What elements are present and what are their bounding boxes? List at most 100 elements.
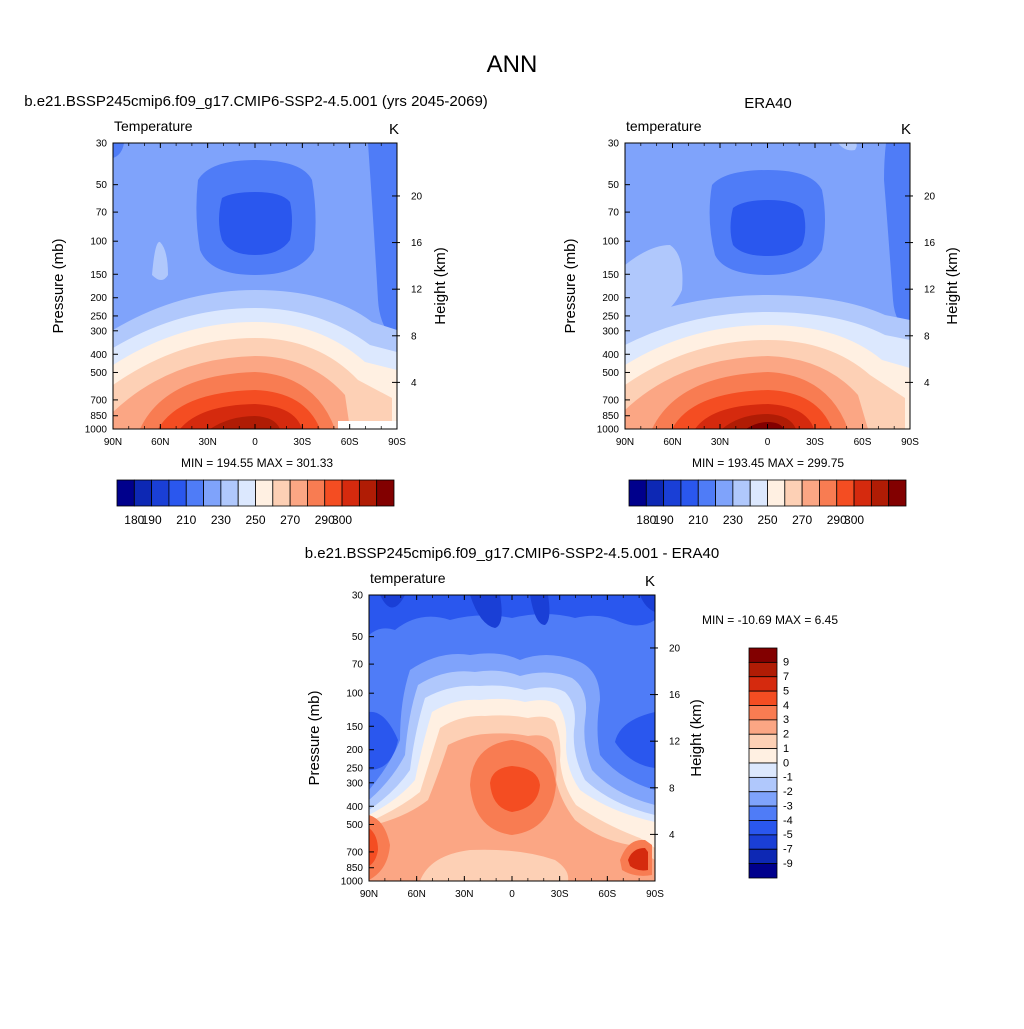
y-tick-label: 500 <box>602 368 619 379</box>
y-tick-label: 400 <box>346 802 363 813</box>
contour-band <box>369 828 378 866</box>
y-right-tick-label: 20 <box>669 643 681 654</box>
variable-label: Temperature <box>114 118 193 134</box>
colorbar-box <box>203 479 222 507</box>
stats-label: MIN = 194.55 MAX = 301.33 <box>181 456 333 470</box>
colorbar-box <box>116 479 135 507</box>
colorbar-box <box>324 479 343 507</box>
y-right-tick-label: 4 <box>669 830 675 841</box>
colorbar-box <box>255 479 274 507</box>
colorbar-label: 270 <box>280 513 300 527</box>
colorbar-label: 290 <box>315 513 335 527</box>
colorbar-label: 180 <box>124 513 144 527</box>
x-tick-label: 60N <box>151 437 169 448</box>
colorbar-box <box>748 805 778 821</box>
y-tick-label: 70 <box>352 660 364 671</box>
contour-band <box>369 711 398 770</box>
colorbar-box <box>819 479 838 507</box>
y-tick-label: 150 <box>346 722 363 733</box>
colorbar-box <box>748 762 778 778</box>
y-tick-label: 200 <box>346 745 363 756</box>
x-tick-label: 0 <box>765 437 771 448</box>
x-tick-label: 0 <box>252 437 258 448</box>
colorbar-box <box>697 479 716 507</box>
y-right-tick-label: 8 <box>411 331 417 342</box>
x-tick-label: 90N <box>104 437 122 448</box>
colorbar-box <box>645 479 665 507</box>
colorbar-label: -5 <box>783 829 793 841</box>
colorbar: 9 7 5 4 3 2 1 0 -1 -2 -3 -4 -5 -7 -9 <box>748 647 793 879</box>
x-tick-label: 30N <box>711 437 729 448</box>
masked-region <box>338 421 397 429</box>
stats-label: MIN = -10.69 MAX = 6.45 <box>702 613 838 627</box>
colorbar-box <box>801 479 820 507</box>
colorbar-box <box>220 479 239 507</box>
y-tick-label: 150 <box>90 270 107 281</box>
y-tick-label: 250 <box>346 763 363 774</box>
y-right-tick-label: 20 <box>924 191 936 202</box>
y-right-tick-label: 16 <box>924 238 936 249</box>
colorbar-label: 270 <box>792 513 812 527</box>
y-tick-label: 70 <box>96 208 108 219</box>
colorbar-label: 1 <box>783 743 789 755</box>
y-tick-label: 100 <box>602 237 619 248</box>
colorbar-label: -7 <box>783 844 793 856</box>
y-right-tick-label: 16 <box>669 690 681 701</box>
colorbar-box <box>784 479 803 507</box>
colorbar-box <box>663 479 682 507</box>
x-tick-label: 30N <box>455 889 473 900</box>
colorbar-box <box>748 848 778 865</box>
x-tick-label: 30S <box>551 889 569 900</box>
contour-band <box>838 143 857 151</box>
contour-field <box>369 595 655 881</box>
y-tick-label: 1000 <box>85 425 108 436</box>
y-tick-label: 1000 <box>597 425 620 436</box>
x-tick-label: 60N <box>663 437 681 448</box>
x-tick-label: 0 <box>509 889 515 900</box>
x-tick-label: 60S <box>341 437 359 448</box>
y-tick-label: 700 <box>602 395 619 406</box>
colorbar-box <box>732 479 751 507</box>
contour-band <box>219 192 292 255</box>
colorbar-label: 210 <box>176 513 196 527</box>
colorbar-box <box>307 479 326 507</box>
y-tick-label: 100 <box>90 237 107 248</box>
colorbar-box <box>168 479 187 507</box>
y-right-tick-label: 4 <box>411 378 417 389</box>
y-tick-label: 30 <box>96 139 108 150</box>
colorbar-box <box>748 690 778 706</box>
colorbar-label: 250 <box>757 513 777 527</box>
y-right-tick-label: 20 <box>411 191 423 202</box>
x-tick-label: 60S <box>854 437 872 448</box>
y-tick-label: 50 <box>608 180 620 191</box>
contour-band <box>369 595 655 635</box>
x-tick-label: 60S <box>598 889 616 900</box>
colorbar-box <box>133 479 153 507</box>
colorbar-label: -1 <box>783 772 793 784</box>
y-right-tick-label: 4 <box>924 378 930 389</box>
y-axis-label: Pressure (mb) <box>562 238 579 333</box>
colorbar-box <box>836 479 855 507</box>
panel-title: b.e21.BSSP245cmip6.f09_g17.CMIP6-SSP2-4.… <box>24 93 488 110</box>
colorbar-box <box>715 479 734 507</box>
colorbar-box <box>237 479 256 507</box>
y-tick-label: 850 <box>346 863 363 874</box>
x-tick-label: 30S <box>806 437 824 448</box>
y-tick-label: 700 <box>90 395 107 406</box>
colorbar-label: 230 <box>723 513 743 527</box>
colorbar-box <box>748 705 778 721</box>
colorbar-label: 7 <box>783 671 789 683</box>
colorbar-box <box>272 479 291 507</box>
colorbar-box <box>185 479 204 507</box>
y-tick-label: 1000 <box>341 877 364 888</box>
units-label: K <box>389 121 399 138</box>
y-tick-label: 30 <box>608 139 620 150</box>
colorbar-box <box>341 479 360 507</box>
y-right-tick-label: 12 <box>924 285 936 296</box>
colorbar-box <box>748 834 778 850</box>
contour-band <box>746 422 784 429</box>
y-tick-label: 30 <box>352 591 364 602</box>
panel-title: b.e21.BSSP245cmip6.f09_g17.CMIP6-SSP2-4.… <box>305 545 719 562</box>
